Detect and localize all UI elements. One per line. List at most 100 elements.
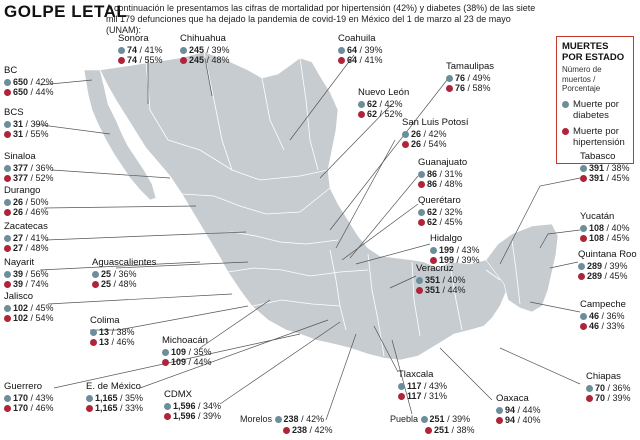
state-label-coahuila: Coahuila 64 / 39% 64 / 41% [338,33,383,65]
hipertension-dot-icon [86,405,93,412]
state-label-puebla: Puebla 251 / 39% 251 / 38% [390,414,475,435]
state-label-aguascalientes: Aguascalientes 25 / 36% 25 / 48% [92,257,157,289]
diabetes-dot-icon [4,164,11,172]
state-label-guerrero: Guerrero 170 / 43% 170 / 46% [4,381,54,413]
diabetes-dot-icon [86,394,93,402]
state-label-bc: BC 650 / 42% 650 / 44% [4,65,54,97]
intro-text: A continuación le presentamos las cifras… [106,3,536,35]
state-label-bcs: BCS 31 / 39% 31 / 55% [4,107,49,139]
legend-subtitle: Número de muertos / Porcentaje [562,65,602,93]
diabetes-dot-icon [118,46,125,54]
state-label-san-luis-potosi: San Luis Potosí 26 / 42% 26 / 54% [402,117,469,149]
state-label-cdmx: CDMX 1,596 / 34% 1,596 / 39% [164,389,222,421]
baja-california-peninsula [83,69,157,201]
diabetes-dot-icon [4,120,11,128]
hipertension-dot-icon [4,209,11,216]
hipertension-dot-icon [92,281,99,288]
hipertension-dot-icon [425,426,432,434]
state-label-quintana-roo: Quintana Roo 289 / 39% 289 / 45% [578,249,637,281]
diabetes-dot-icon [416,276,423,284]
state-label-estado-de-mexico: E. de México 1,165 / 35% 1,165 / 33% [86,381,144,413]
state-label-guanajuato: Guanajuato 86 / 31% 86 / 48% [418,157,468,189]
state-label-tlaxcala: Tlaxcala 117 / 43% 117 / 31% [398,369,448,401]
state-label-hidalgo: Hidalgo 199 / 43% 199 / 39% [430,233,480,265]
diabetes-dot-icon [4,234,11,242]
state-label-campeche: Campeche 46 / 36% 46 / 33% [580,299,626,331]
state-label-queretaro: Querétaro 62 / 32% 62 / 45% [418,195,463,227]
state-label-veracruz: Veracruz 351 / 40% 351 / 44% [416,263,466,295]
diabetes-dot-icon [580,224,587,232]
hipertension-dot-icon [496,417,503,424]
legend-box: MUERTES POR ESTADO Número de muertos / P… [556,36,634,164]
hipertension-dot-icon [118,57,125,64]
hipertension-dot-icon [4,89,11,96]
hipertension-dot-icon [430,257,437,264]
state-label-nayarit: Nayarit 39 / 56% 39 / 74% [4,257,49,289]
diabetes-dot-icon [4,270,11,278]
hipertension-dot-icon [4,315,11,322]
mainland-mexico [99,51,509,361]
state-borders [145,51,521,357]
hipertension-dot-icon [562,127,569,135]
hipertension-dot-icon [164,413,171,420]
hipertension-dot-icon [4,281,11,288]
diabetes-dot-icon [4,78,11,86]
hipertension-dot-icon [283,426,290,434]
diabetes-dot-icon [338,46,345,54]
diabetes-dot-icon [580,312,587,320]
diabetes-dot-icon [4,198,11,206]
diabetes-dot-icon [90,328,97,336]
hipertension-dot-icon [90,339,97,346]
diabetes-dot-icon [358,100,365,108]
diabetes-dot-icon [580,164,587,172]
state-label-michoacan: Michoacán 109 / 35% 109 / 44% [162,335,212,367]
state-label-zacatecas: Zacatecas 27 / 41% 27 / 48% [4,221,49,253]
hipertension-dot-icon [586,395,593,402]
hipertension-dot-icon [578,273,585,280]
hipertension-dot-icon [416,287,423,294]
hipertension-dot-icon [580,235,587,242]
hipertension-dot-icon [4,405,11,412]
legend-item-diabetes: Muerte por diabetes [562,99,628,121]
diabetes-dot-icon [92,270,99,278]
diabetes-dot-icon [274,416,282,423]
hipertension-dot-icon [180,57,187,64]
yucatan-peninsula [485,223,559,313]
state-label-durango: Durango 26 / 50% 26 / 46% [4,185,49,217]
state-label-morelos: Morelos 238 / 42% 238 / 42% [240,414,333,435]
hipertension-dot-icon [580,323,587,330]
diabetes-dot-icon [164,402,171,410]
diabetes-dot-icon [398,382,405,390]
diabetes-dot-icon [418,170,425,178]
map-shapes [83,51,559,361]
state-label-tamaulipas: Tamaulipas 76 / 49% 76 / 58% [446,61,495,93]
hipertension-dot-icon [4,175,11,182]
state-label-nuevo-leon: Nuevo León 62 / 42% 62 / 52% [358,87,410,119]
state-label-oaxaca: Oaxaca 94 / 44% 94 / 40% [496,393,541,425]
hipertension-dot-icon [580,175,587,182]
leader-lines [33,54,581,421]
diabetes-dot-icon [578,262,585,270]
infographic-title: GOLPE LETAL [4,2,128,21]
hipertension-dot-icon [358,111,365,118]
state-label-chihuahua: Chihuahua 245 / 39% 245 / 48% [180,33,230,65]
hipertension-dot-icon [418,219,425,226]
state-label-yucatan: Yucatán 108 / 40% 108 / 45% [580,211,630,243]
diabetes-dot-icon [446,74,453,82]
diabetes-dot-icon [162,348,169,356]
state-label-jalisco: Jalisco 102 / 45% 102 / 54% [4,291,54,323]
hipertension-dot-icon [4,131,11,138]
hipertension-dot-icon [398,393,405,400]
state-label-sinaloa: Sinaloa 377 / 36% 377 / 52% [4,151,54,183]
state-label-colima: Colima 13 / 38% 13 / 46% [90,315,135,347]
legend-title: MUERTES POR ESTADO [562,41,625,63]
hipertension-dot-icon [402,141,409,148]
hipertension-dot-icon [162,359,169,366]
hipertension-dot-icon [4,245,11,252]
state-label-tabasco: Tabasco 391 / 38% 391 / 45% [580,151,630,183]
hipertension-dot-icon [338,57,345,64]
state-label-sonora: Sonora 74 / 41% 74 / 55% [118,33,163,65]
diabetes-dot-icon [496,406,503,414]
legend-item-hipertension: Muerte por hipertensión [562,126,628,148]
